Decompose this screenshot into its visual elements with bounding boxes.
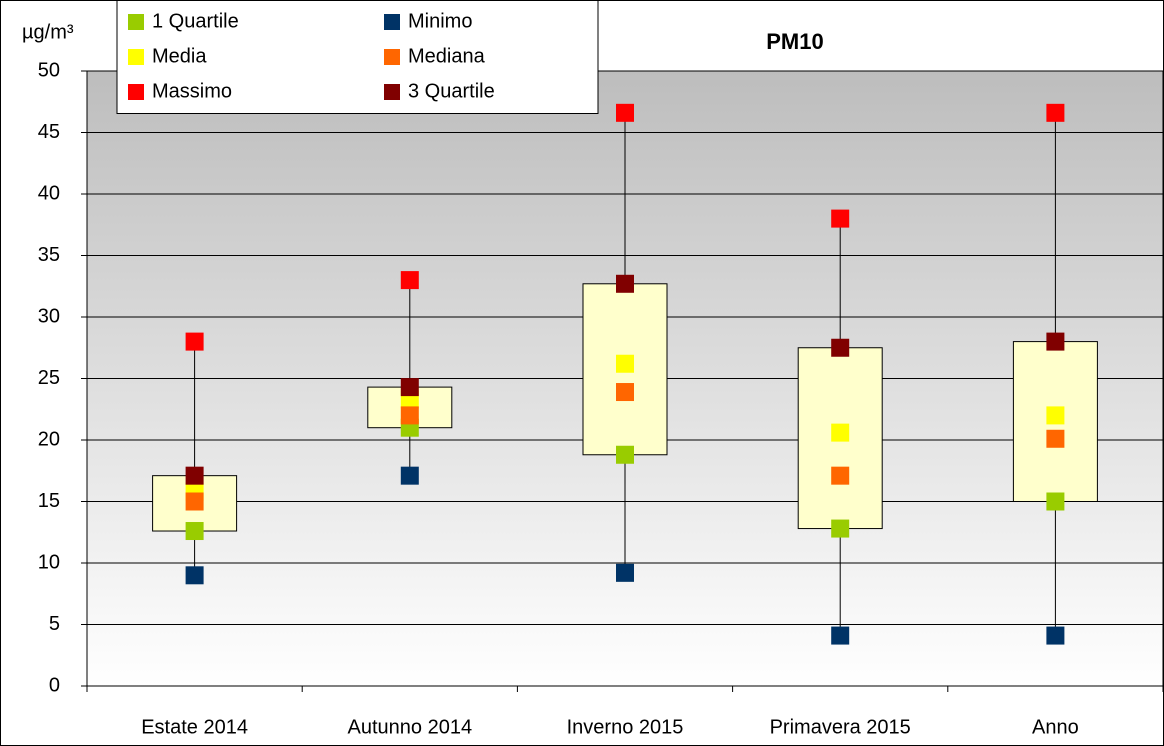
legend-label: 3 Quartile <box>408 80 495 102</box>
y-axis-label: µg/m³ <box>22 21 74 43</box>
chart-title: PM10 <box>766 29 823 54</box>
y-tick-label: 25 <box>38 367 60 389</box>
legend-swatch <box>128 14 144 30</box>
marker <box>185 522 204 541</box>
marker <box>831 423 850 442</box>
marker <box>1046 626 1065 645</box>
marker <box>400 378 419 397</box>
marker <box>185 332 204 351</box>
legend-swatch <box>128 49 144 65</box>
marker <box>185 492 204 511</box>
y-tick-label: 5 <box>49 613 60 635</box>
marker <box>616 354 634 373</box>
marker <box>616 383 634 402</box>
marker <box>400 466 419 485</box>
legend-label: Media <box>152 45 207 67</box>
y-tick-label: 40 <box>38 182 60 204</box>
y-tick-label: 45 <box>38 121 60 143</box>
y-tick-label: 10 <box>38 551 60 573</box>
y-tick-label: 20 <box>38 428 60 450</box>
marker <box>1046 406 1065 425</box>
y-tick-label: 50 <box>38 59 60 81</box>
y-tick-label: 15 <box>38 490 60 512</box>
x-tick-label: Anno <box>1032 716 1079 738</box>
marker <box>185 566 204 585</box>
x-tick-label: Estate 2014 <box>141 716 248 738</box>
legend-label: Mediana <box>408 45 486 67</box>
legend-swatch <box>384 14 400 30</box>
y-tick-label: 35 <box>38 244 60 266</box>
y-tick-label: 30 <box>38 305 60 327</box>
legend-swatch <box>384 49 400 65</box>
legend-label: Massimo <box>152 80 232 102</box>
marker <box>831 209 850 228</box>
marker <box>831 626 850 645</box>
legend-swatch <box>128 84 144 100</box>
marker <box>831 519 850 538</box>
legend <box>116 0 599 114</box>
marker <box>1046 332 1065 351</box>
marker <box>831 466 850 485</box>
marker <box>616 445 634 464</box>
marker <box>400 406 419 425</box>
y-tick-label: 0 <box>49 674 60 696</box>
x-tick-label: Autunno 2014 <box>348 716 473 738</box>
marker <box>616 274 634 293</box>
marker <box>1046 103 1065 122</box>
marker <box>831 338 850 357</box>
marker <box>185 466 204 485</box>
legend-swatch <box>384 84 400 100</box>
x-tick-label: Primavera 2015 <box>770 716 911 738</box>
marker <box>616 563 634 582</box>
marker <box>1046 492 1065 511</box>
marker <box>400 271 419 290</box>
marker <box>616 103 634 122</box>
marker <box>1046 429 1065 448</box>
x-tick-label: Inverno 2015 <box>567 716 684 738</box>
legend-label: Minimo <box>408 10 472 32</box>
legend-label: 1 Quartile <box>152 10 239 32</box>
